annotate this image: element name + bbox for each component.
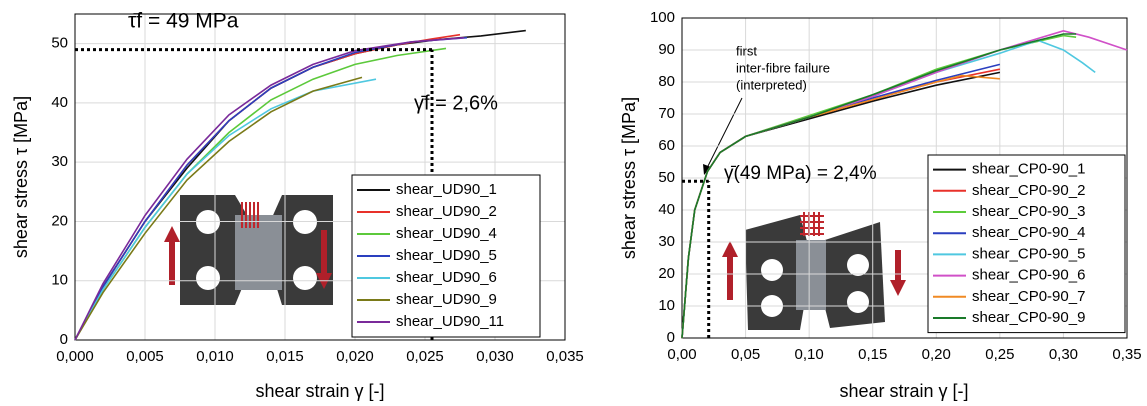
legend-label: shear_CP0-90_2 — [972, 182, 1085, 199]
legend-label: shear_CP0-90_6 — [972, 267, 1085, 284]
plot-frame — [74, 13, 566, 341]
series-line — [74, 76, 363, 341]
legend-label: shear_UD90_1 — [396, 181, 497, 198]
legend-label: shear_CP0-90_5 — [972, 245, 1085, 262]
x-tick-label: 0,30 — [1049, 346, 1078, 363]
y-tick-label: 50 — [658, 169, 675, 186]
y-tick-label: 10 — [658, 297, 675, 314]
legend-label: shear_CP0-90_1 — [972, 161, 1085, 178]
legend-label: shear_UD90_9 — [396, 291, 497, 308]
y-tick-label: 20 — [658, 265, 675, 282]
annotation-arrow — [706, 97, 743, 169]
x-tick-label: 0,020 — [336, 348, 374, 365]
x-tick-label: 0,20 — [922, 346, 951, 363]
y-tick-label: 30 — [658, 233, 675, 250]
legend-label: shear_UD90_6 — [396, 269, 497, 286]
annotation: first — [736, 43, 757, 58]
legend-label: shear_UD90_5 — [396, 247, 497, 264]
y-tick-label: 20 — [51, 212, 68, 229]
x-tick-label: 0,015 — [266, 348, 304, 365]
legend-label: shear_CP0-90_9 — [972, 309, 1085, 326]
y-tick-label: 90 — [658, 41, 675, 58]
specimen-left — [164, 195, 333, 305]
specimen-right — [722, 212, 906, 330]
plot-frame — [681, 17, 1128, 339]
x-tick-label: 0,05 — [731, 346, 760, 363]
annotation: (interpreted) — [736, 77, 807, 92]
x-tick-label: 0,10 — [795, 346, 824, 363]
y-tick-label: 40 — [658, 201, 675, 218]
y-tick-label: 0 — [667, 329, 675, 346]
x-tick-label: 0,15 — [858, 346, 887, 363]
legend-label: shear_CP0-90_4 — [972, 224, 1085, 241]
x-tick-label: 0,005 — [126, 348, 164, 365]
y-tick-label: 0 — [60, 331, 68, 348]
legend-box — [927, 154, 1126, 334]
y-tick-label: 80 — [658, 73, 675, 90]
legend-label: shear_UD90_11 — [396, 313, 504, 330]
y-tick-label: 70 — [658, 105, 675, 122]
y-tick-label: 100 — [650, 9, 675, 26]
x-tick-label: 0,010 — [196, 348, 234, 365]
y-tick-label: 40 — [51, 94, 68, 111]
x-tick-label: 0,025 — [406, 348, 444, 365]
x-tick-label: 0,35 — [1112, 346, 1141, 363]
series-line — [74, 36, 465, 341]
legend-label: shear_UD90_4 — [396, 225, 497, 242]
x-tick-label: 0,030 — [476, 348, 514, 365]
y-axis-label: shear stress τ [MPa] — [11, 96, 31, 258]
y-axis-label: shear stress τ [MPa] — [619, 97, 639, 259]
x-axis-label: shear strain γ [-] — [255, 381, 384, 401]
x-axis-label: shear strain γ [-] — [839, 381, 968, 401]
series-line — [681, 33, 1077, 339]
x-tick-label: 0,000 — [56, 348, 94, 365]
annotation: γ̄f = 2,6% — [414, 92, 498, 114]
x-tick-label: 0,00 — [667, 346, 696, 363]
series-line — [74, 36, 468, 341]
y-tick-label: 50 — [51, 35, 68, 52]
x-tick-label: 0,25 — [985, 346, 1014, 363]
legend-label: shear_UD90_2 — [396, 203, 497, 220]
annotation-arrowhead — [703, 164, 711, 175]
annotation: inter-fibre failure — [736, 60, 830, 75]
x-tick-label: 0,035 — [546, 348, 584, 365]
y-tick-label: 30 — [51, 153, 68, 170]
annotation: γ̄(49 MPa) = 2,4% — [724, 163, 877, 184]
legend-label: shear_CP0-90_3 — [972, 203, 1085, 220]
y-tick-label: 60 — [658, 137, 675, 154]
legend-label: shear_CP0-90_7 — [972, 288, 1085, 305]
annotation: τ̄f = 49 MPa — [128, 10, 239, 33]
y-tick-label: 10 — [51, 272, 68, 289]
